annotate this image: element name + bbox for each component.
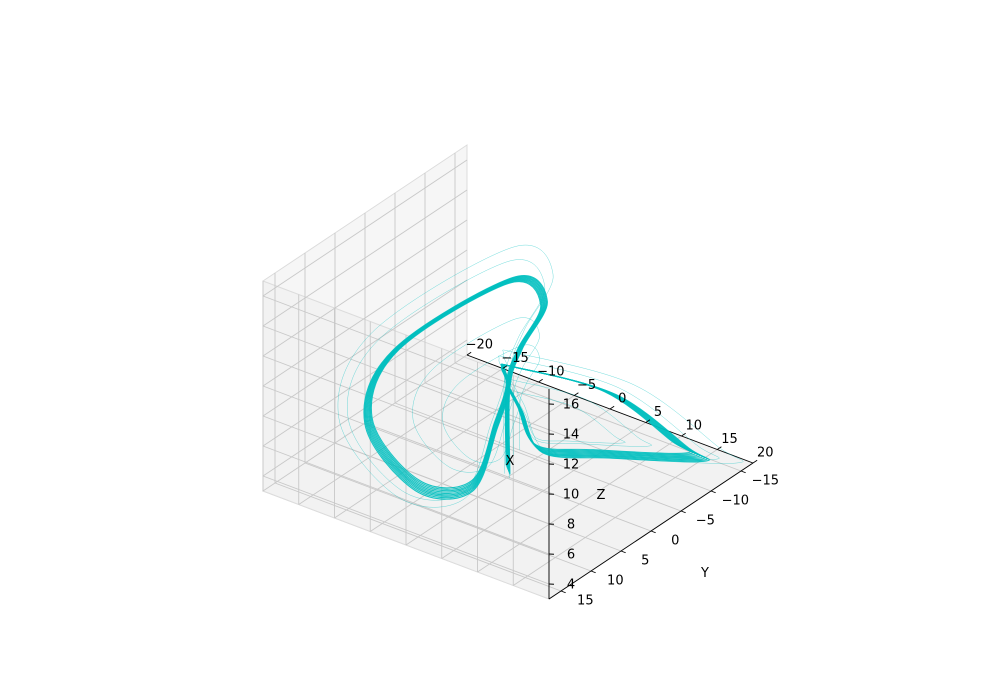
x-tick-label: 0: [618, 391, 626, 406]
z-gridline-left: [262, 189, 468, 327]
x-tick: [538, 378, 543, 383]
x-tick-label: 10: [686, 418, 703, 433]
z-tick-label: 10: [563, 488, 580, 503]
y-gridline-floor: [424, 382, 712, 492]
z-gridline-back: [262, 475, 550, 585]
y-gridline-floor: [364, 422, 652, 532]
x-tick-label: 20: [757, 445, 774, 460]
x-tick: [609, 405, 615, 410]
z-axis-label: Z: [597, 488, 606, 503]
y-axis-label: Y: [700, 566, 709, 581]
x-tick: [502, 365, 508, 369]
z-tick-label: 8: [567, 518, 575, 533]
z-gridline-back: [262, 295, 550, 405]
z-gridline-back: [262, 385, 550, 495]
z-tick-label: 14: [563, 428, 580, 443]
trajectory-strand: [368, 278, 698, 493]
y-tick: [620, 550, 626, 554]
tick-labels: −20−15−10−505101520−15−10−50510154681012…: [466, 337, 779, 608]
y-tick: [710, 490, 716, 494]
z-tick-label: 4: [567, 578, 575, 593]
y-tick: [740, 470, 746, 474]
trajectory-strand: [367, 278, 701, 495]
z-tick-label: 16: [563, 398, 580, 413]
y-gridline-floor: [304, 462, 592, 572]
z-gridline-left: [262, 279, 468, 417]
z-gridline-back: [262, 445, 550, 555]
x-tick: [681, 432, 686, 437]
trajectory-strand: [364, 275, 708, 499]
y-tick-label: −15: [752, 474, 779, 489]
x-tick: [645, 419, 651, 423]
z-gridline-left: [262, 249, 468, 387]
y-tick-label: 15: [577, 594, 594, 609]
z-gridline-left: [262, 309, 468, 447]
y-tick-label: 5: [641, 554, 649, 569]
x-tick-label: −15: [501, 351, 528, 366]
x-axis-label: X: [506, 454, 515, 469]
y-tick-label: −5: [696, 514, 715, 529]
y-tick: [560, 590, 566, 594]
x-tick-label: −10: [537, 364, 564, 379]
trajectory-strand: [363, 275, 710, 500]
z-tick-label: 12: [563, 458, 580, 473]
y-gridline-floor: [274, 482, 562, 592]
x-tick-label: −5: [577, 378, 596, 393]
y-tick: [590, 570, 596, 574]
z-gridline-left: [262, 219, 468, 357]
x-tick: [752, 459, 758, 464]
trajectory-strand-faint: [412, 317, 652, 473]
z-gridline-left: [262, 159, 468, 297]
y-tick: [650, 530, 656, 534]
x-tick-label: 15: [721, 432, 738, 447]
z-tick-label: 6: [567, 548, 575, 563]
y-tick-label: −10: [722, 494, 749, 509]
y-tick-label: 10: [607, 574, 624, 589]
trajectory-strand-faint: [442, 344, 626, 464]
y-tick: [680, 510, 686, 514]
x-tick: [466, 351, 472, 356]
x-tick: [574, 392, 579, 396]
z-gridline-back: [262, 355, 550, 465]
trajectory-series: [337, 245, 744, 508]
y-tick-label: 0: [671, 534, 679, 549]
x-tick: [717, 446, 722, 450]
x-tick-label: −20: [466, 337, 493, 352]
x-tick-label: 5: [654, 405, 662, 420]
trajectory-strand: [365, 276, 706, 497]
